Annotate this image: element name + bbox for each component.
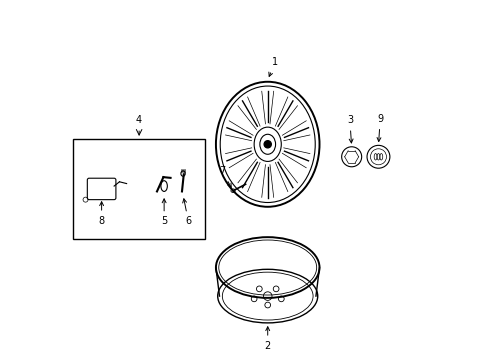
Bar bbox=[73, 139, 205, 239]
Text: 8: 8 bbox=[99, 202, 104, 226]
Text: 4: 4 bbox=[136, 114, 142, 125]
Text: 9: 9 bbox=[376, 114, 383, 141]
Text: 2: 2 bbox=[264, 327, 270, 351]
Circle shape bbox=[264, 141, 271, 148]
Text: 7: 7 bbox=[219, 166, 231, 187]
Text: 5: 5 bbox=[161, 199, 167, 226]
Text: 6: 6 bbox=[183, 199, 191, 226]
Text: 1: 1 bbox=[268, 58, 277, 76]
Text: 3: 3 bbox=[346, 115, 352, 143]
